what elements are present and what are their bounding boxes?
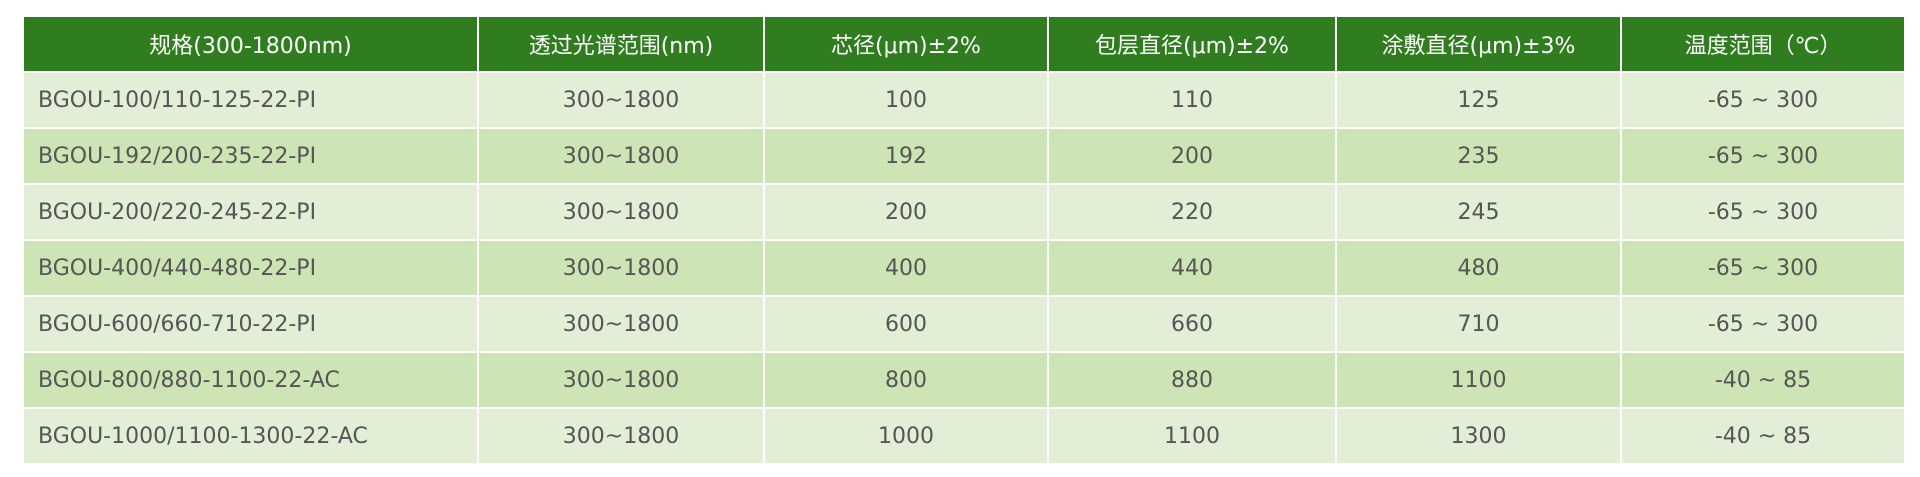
table-cell: 1000 [763,407,1049,465]
table-cell: -65 ~ 300 [1620,183,1906,241]
table-cell: 600 [763,295,1049,353]
table-cell: BGOU-192/200-235-22-PI [22,127,479,185]
table-row: BGOU-192/200-235-22-PI 300~1800 192 200 235-… [22,127,1906,185]
table-cell: 220 [1047,183,1337,241]
table-cell: -65 ~ 300 [1620,71,1906,129]
table-cell: 245 [1335,183,1622,241]
table-row: BGOU-600/660-710-22-PI 300~1800 600 660 710-… [22,295,1906,353]
table-cell: 1100 [1335,351,1622,409]
table-cell: 300~1800 [477,127,765,185]
column-header: 包层直径(μm)±2% [1047,15,1337,73]
table-cell: 710 [1335,295,1622,353]
table-cell: -65 ~ 300 [1620,127,1906,185]
table-cell: -40 ~ 85 [1620,407,1906,465]
table-cell: 192 [763,127,1049,185]
column-header: 涂敷直径(μm)±3% [1335,15,1622,73]
table-row: BGOU-400/440-480-22-PI 300~1800 400 440 480-… [22,239,1906,297]
table-cell: 300~1800 [477,351,765,409]
table-cell: BGOU-1000/1100-1300-22-AC [22,407,479,465]
table-cell: 480 [1335,239,1622,297]
table-cell: -65 ~ 300 [1620,295,1906,353]
table-cell: 100 [763,71,1049,129]
table-cell: 200 [1047,127,1337,185]
table-header-row: 规格(300-1800nm) 透过光谱范围(nm) 芯径(μm)±2% 包层直径(μm… [22,15,1906,73]
table-cell: 300~1800 [477,71,765,129]
table-cell: 300~1800 [477,407,765,465]
column-header: 透过光谱范围(nm) [477,15,765,73]
table-row: BGOU-800/880-1100-22-AC 300~1800 800 880 110… [22,351,1906,409]
table-cell: 300~1800 [477,295,765,353]
table-row: BGOU-100/110-125-22-PI 300~1800 100 110 125-… [22,71,1906,129]
table-cell: BGOU-600/660-710-22-PI [22,295,479,353]
fiber-spec-table: 规格(300-1800nm) 透过光谱范围(nm) 芯径(μm)±2% 包层直径(μm… [22,15,1906,465]
table-cell: 1300 [1335,407,1622,465]
table-cell: 200 [763,183,1049,241]
table-cell: 400 [763,239,1049,297]
table-row: BGOU-1000/1100-1300-22-AC 300~1800 1000 110… [22,407,1906,465]
table-cell: BGOU-200/220-245-22-PI [22,183,479,241]
table-cell: 440 [1047,239,1337,297]
table-cell: 235 [1335,127,1622,185]
table-cell: 110 [1047,71,1337,129]
table-cell: 880 [1047,351,1337,409]
table-row: BGOU-200/220-245-22-PI 300~1800 200 220 245-… [22,183,1906,241]
table-cell: BGOU-400/440-480-22-PI [22,239,479,297]
table-cell: 300~1800 [477,183,765,241]
table-cell: 660 [1047,295,1337,353]
table-cell: 300~1800 [477,239,765,297]
column-header: 芯径(μm)±2% [763,15,1049,73]
table-cell: 125 [1335,71,1622,129]
table-cell: BGOU-800/880-1100-22-AC [22,351,479,409]
table-cell: BGOU-100/110-125-22-PI [22,71,479,129]
column-header: 规格(300-1800nm) [22,15,479,73]
table-cell: -65 ~ 300 [1620,239,1906,297]
table-cell: 1100 [1047,407,1337,465]
column-header: 温度范围（℃） [1620,15,1906,73]
table-cell: 800 [763,351,1049,409]
table-cell: -40 ~ 85 [1620,351,1906,409]
